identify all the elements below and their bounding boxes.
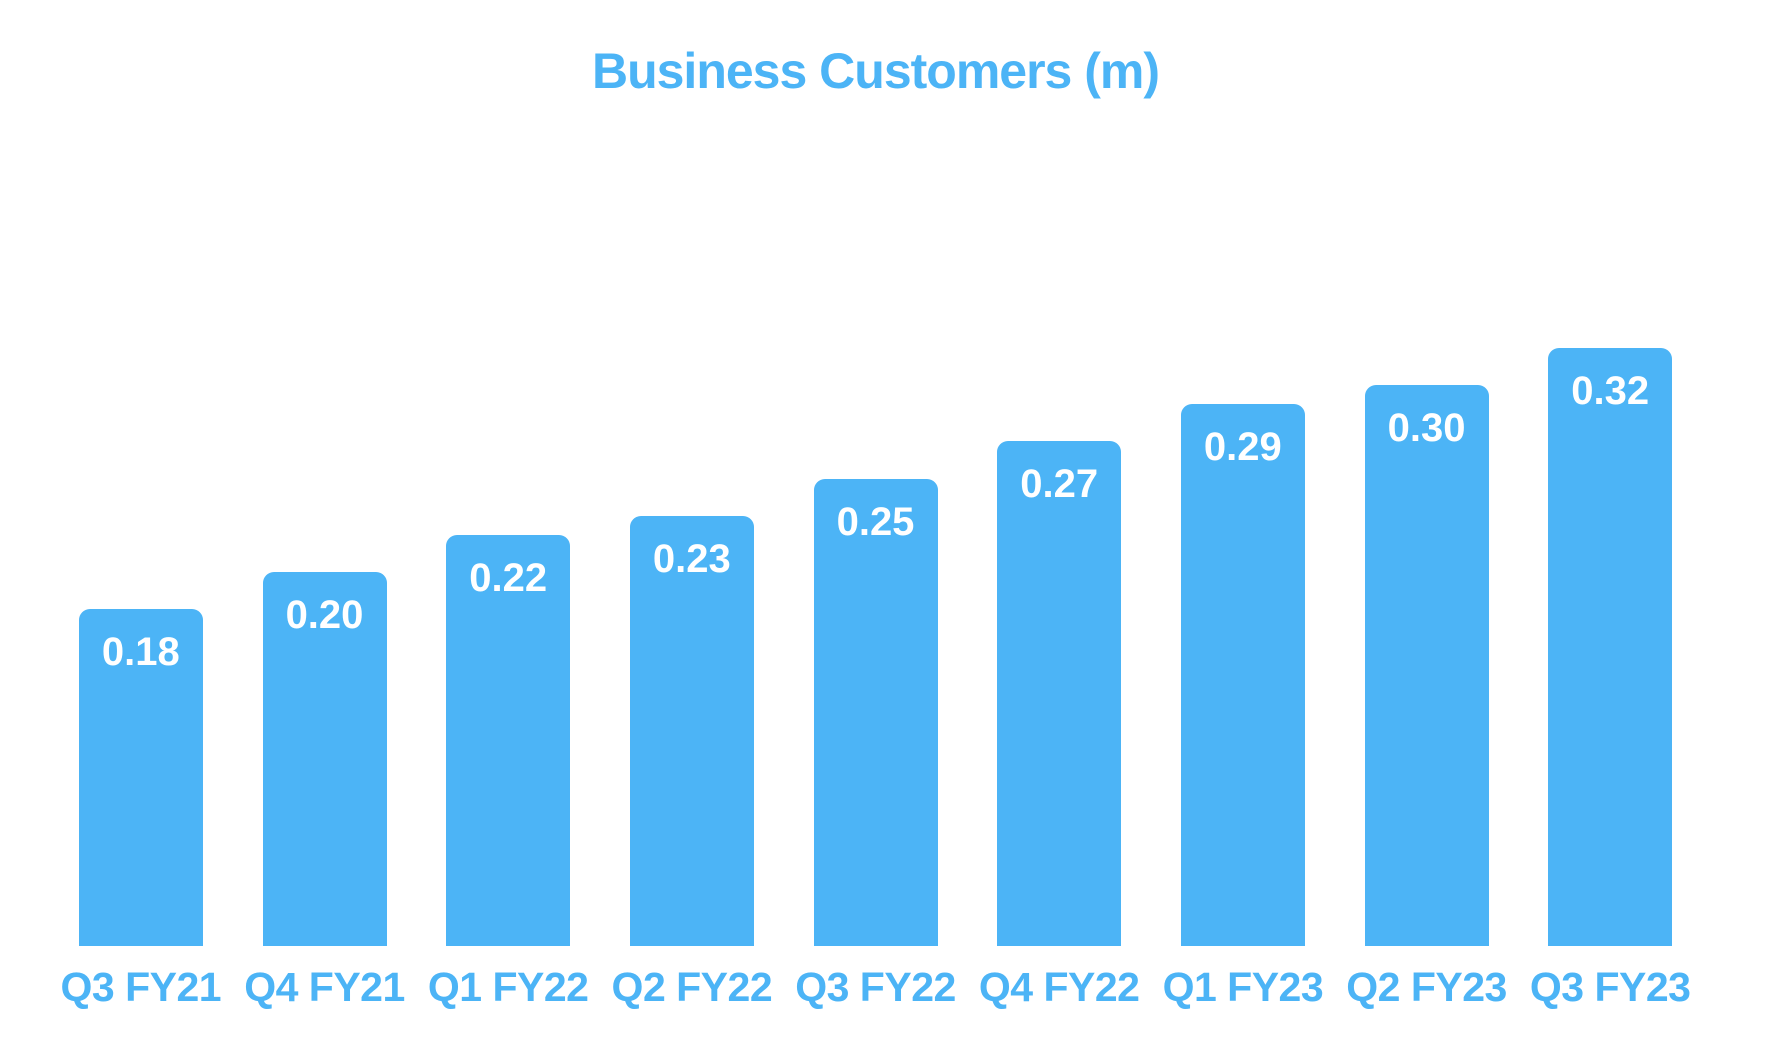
bar-column: 0.27 <box>967 146 1151 946</box>
x-axis-label: Q4 FY22 <box>978 964 1140 1010</box>
plot-area: 0.18 0.20 0.22 0.23 0.25 0.27 0.29 0.30 0.32 <box>49 146 1702 946</box>
x-axis-label: Q3 FY21 <box>60 964 222 1010</box>
bar-column: 0.29 <box>1151 146 1335 946</box>
x-axis-label: Q1 FY22 <box>427 964 589 1010</box>
bar: 0.18 <box>78 609 203 946</box>
bar-column: 0.32 <box>1518 146 1702 946</box>
x-axis-label: Q2 FY23 <box>1346 964 1507 1010</box>
bar-value-label: 0.25 <box>836 499 915 544</box>
bar: 0.20 <box>262 572 387 946</box>
bar: 0.32 <box>1548 347 1673 946</box>
bar-value-label: 0.30 <box>1387 406 1466 450</box>
x-axis: Q3 FY21 Q4 FY21 Q1 FY22 Q2 FY22 Q3 FY22 Q4 FY… <box>49 946 1702 1011</box>
bar-column: 0.20 <box>233 146 417 946</box>
bar-column: 0.23 <box>600 146 784 946</box>
x-axis-label: Q4 FY21 <box>244 964 405 1010</box>
x-axis-label: Q3 FY22 <box>795 964 956 1010</box>
bar-column: 0.25 <box>784 146 968 946</box>
bar: 0.27 <box>997 441 1122 946</box>
bar-column: 0.18 <box>49 146 233 946</box>
bar-value-label: 0.23 <box>652 536 731 581</box>
bar: 0.29 <box>1180 403 1305 946</box>
bar: 0.23 <box>629 515 754 946</box>
bar: 0.30 <box>1364 385 1489 946</box>
bar-column: 0.22 <box>416 146 600 946</box>
bar-column: 0.30 <box>1335 146 1519 946</box>
bar-value-label: 0.20 <box>285 593 364 637</box>
bar-value-label: 0.29 <box>1203 424 1282 469</box>
bar-value-label: 0.27 <box>1020 462 1099 507</box>
bar: 0.25 <box>813 478 938 946</box>
x-axis-label: Q1 FY23 <box>1162 964 1324 1010</box>
bar-value-label: 0.32 <box>1571 368 1650 413</box>
bar-value-label: 0.22 <box>469 555 548 600</box>
bar: 0.22 <box>446 534 571 946</box>
bar-value-label: 0.18 <box>101 630 180 675</box>
chart-title: Business Customers (m) <box>591 43 1160 99</box>
x-axis-label: Q2 FY22 <box>611 964 773 1010</box>
x-axis-label: Q3 FY23 <box>1529 964 1691 1010</box>
